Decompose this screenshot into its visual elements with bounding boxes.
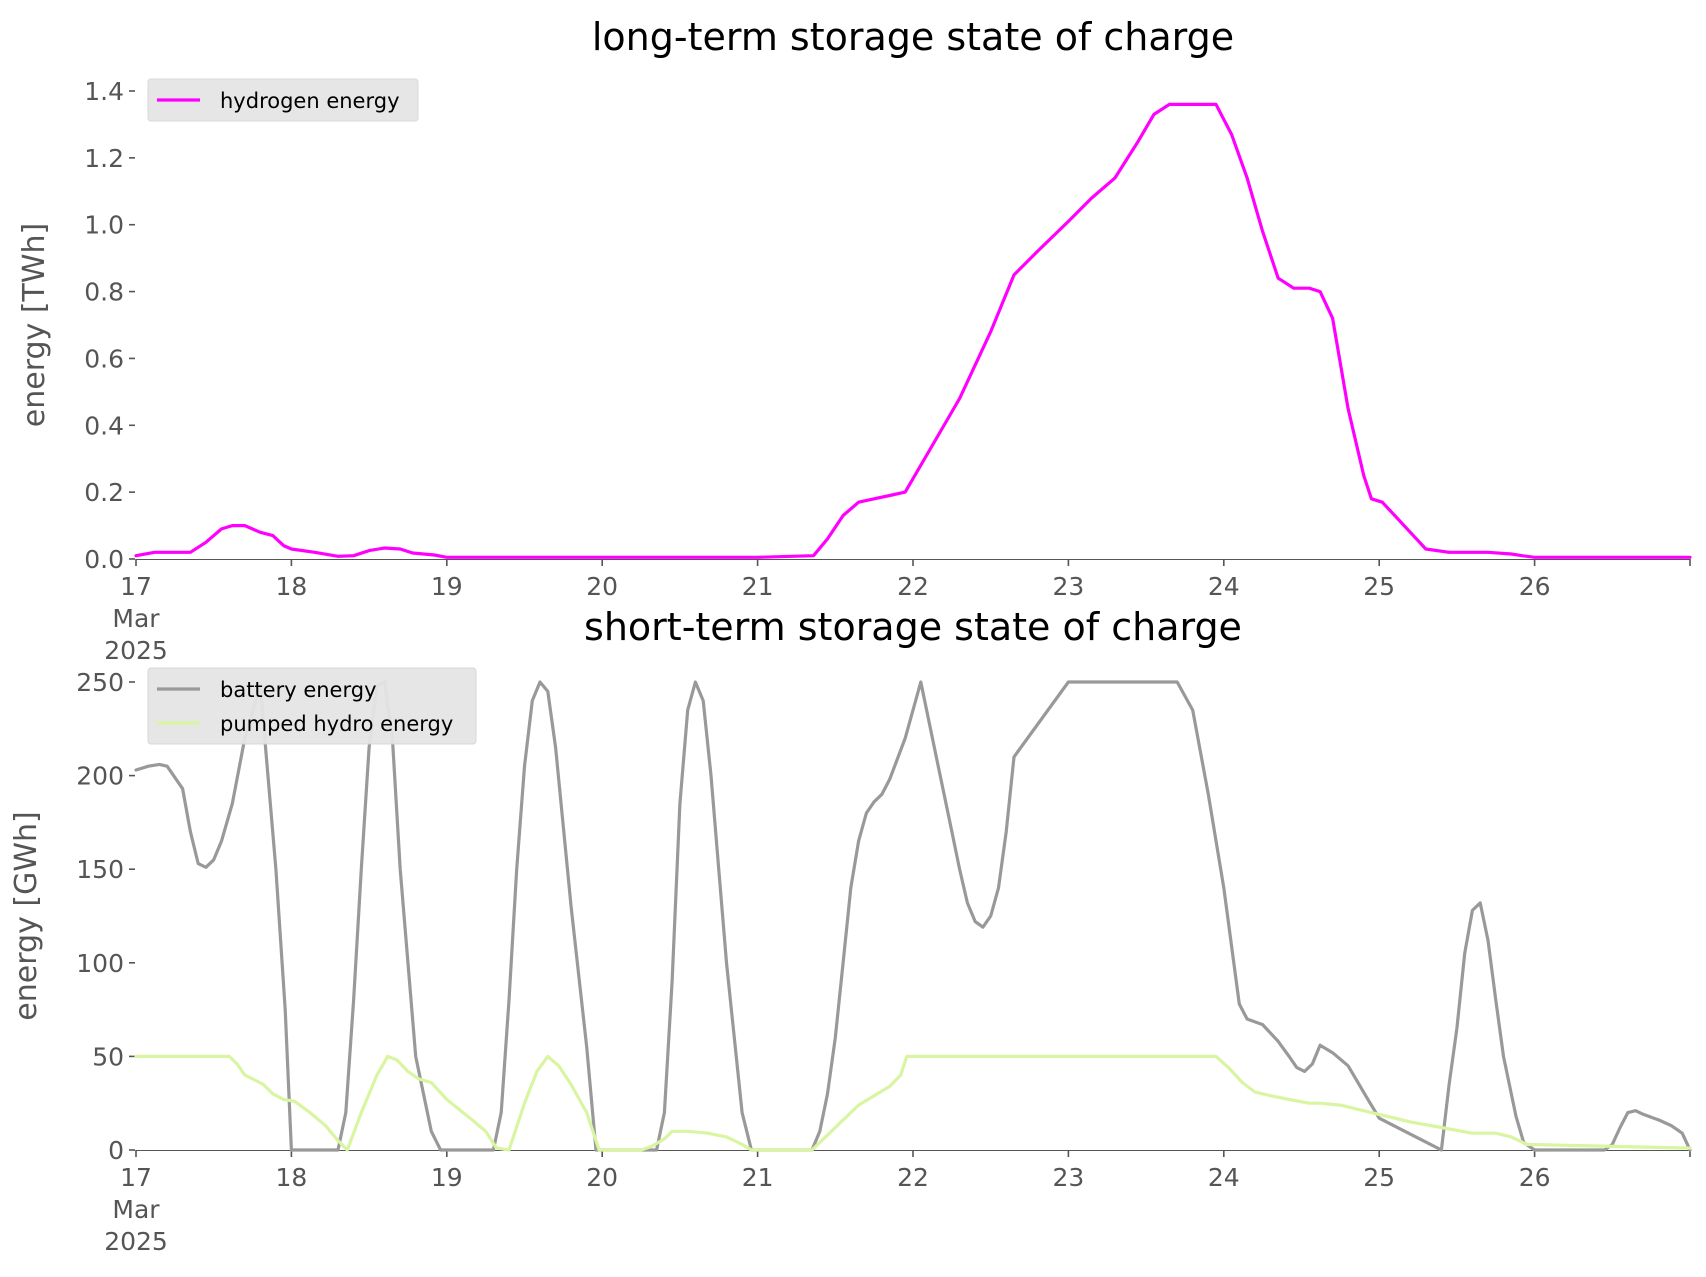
x-tick-label: 17 [120, 572, 152, 601]
x-tick-label: 22 [897, 572, 929, 601]
y-tick-label: 0.8 [84, 278, 124, 307]
x-tick-label: 22 [897, 1163, 929, 1192]
y-tick-label: 0.6 [84, 344, 124, 373]
x-tick-label: 18 [275, 572, 307, 601]
chart-panel-0: 0.0 0.2 0.4 0.6 0.8 1.0 1.2 1.4 17 18 19 20 21 22 23 24… [84, 77, 1692, 665]
x-tick-label: 21 [742, 572, 774, 601]
x-tick-label: 24 [1208, 1163, 1240, 1192]
series-line-hydrogen-energy [134, 102, 1692, 559]
y-tick-label: 150 [76, 855, 124, 884]
y-tick-label: 0.0 [84, 545, 124, 574]
x-tick-sublabel: Mar [112, 604, 160, 633]
series-line-battery-energy [134, 680, 1692, 1152]
series-line-pumped-hydro-energy [134, 1054, 1692, 1152]
x-tick-label: 26 [1519, 572, 1551, 601]
chart-title-long-term: long-term storage state of charge [592, 15, 1234, 59]
chart-title-short-term: short-term storage state of charge [584, 605, 1242, 649]
y-tick-label: 1.4 [84, 77, 124, 106]
y-axis-label-short-term: energy [GWh] [9, 811, 44, 1020]
y-tick-label: 0.4 [84, 411, 124, 440]
legend-label: hydrogen energy [220, 89, 400, 113]
x-tick-label: 17 [120, 1163, 152, 1192]
y-axis-label-long-term: energy [TWh] [17, 223, 52, 427]
x-tick-sublabel: 2025 [104, 636, 168, 665]
x-tick-sublabel: Mar [112, 1195, 160, 1224]
y-tick-label: 50 [92, 1042, 124, 1071]
legend-label: pumped hydro energy [220, 712, 453, 736]
x-tick-label: 19 [431, 572, 463, 601]
x-tick-label: 24 [1208, 572, 1240, 601]
legend-box [147, 78, 419, 122]
y-tick-label: 0.2 [84, 478, 124, 507]
y-tick-label: 1.2 [84, 144, 124, 173]
x-tick-label: 18 [275, 1163, 307, 1192]
x-tick-label: 20 [586, 1163, 618, 1192]
chart-panel-1: 0 50 100 150 200 250 17 18 19 20 21 22 23 24 25 26 Mar 20… [76, 667, 1692, 1256]
x-tick-label: 23 [1052, 572, 1084, 601]
x-tick-label: 19 [431, 1163, 463, 1192]
x-tick-label: 20 [586, 572, 618, 601]
y-tick-label: 0 [108, 1136, 124, 1165]
x-tick-sublabel: 2025 [104, 1227, 168, 1256]
x-tick-label: 21 [742, 1163, 774, 1192]
y-tick-label: 250 [76, 668, 124, 697]
y-tick-label: 200 [76, 762, 124, 791]
y-tick-label: 1.0 [84, 211, 124, 240]
x-tick-label: 26 [1519, 1163, 1551, 1192]
x-tick-label: 25 [1363, 1163, 1395, 1192]
y-tick-label: 100 [76, 949, 124, 978]
x-tick-label: 25 [1363, 572, 1395, 601]
x-tick-label: 23 [1052, 1163, 1084, 1192]
legend-label: battery energy [220, 678, 377, 702]
legend-box [147, 667, 477, 745]
